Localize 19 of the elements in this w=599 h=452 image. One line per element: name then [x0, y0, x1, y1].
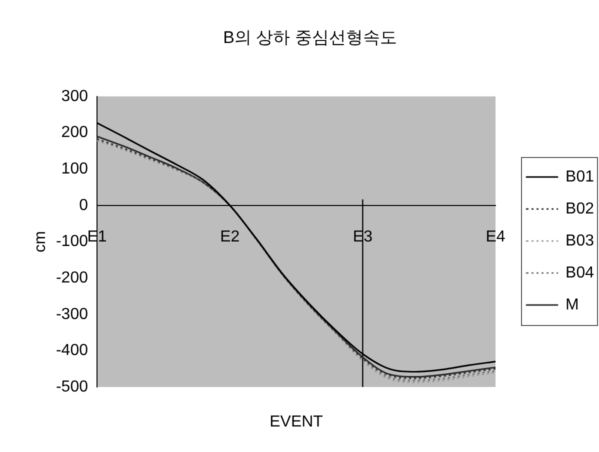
y-tick-label: -400 [56, 342, 88, 360]
y-tick-label: -500 [56, 378, 88, 396]
legend-label: B01 [566, 168, 594, 186]
y-tick-label: -100 [56, 233, 88, 250]
x-axis-title: EVENT [270, 413, 324, 430]
y-tick-label: -300 [56, 306, 88, 323]
legend-label: M [566, 296, 579, 314]
y-tick-label: 200 [61, 124, 88, 142]
y-tick-label: 0 [79, 196, 88, 214]
y-axis-title: cm [32, 231, 50, 252]
x-tick-label: E2 [220, 228, 240, 246]
legend-label: B04 [566, 264, 594, 282]
legend-label: B03 [566, 232, 594, 250]
y-tick-label: 100 [61, 160, 88, 178]
y-tick-label: -200 [56, 269, 88, 286]
chart-title: B의 상하 중심선형속도 [223, 28, 397, 47]
x-tick-label: E4 [486, 228, 506, 246]
legend-label: B02 [566, 200, 594, 218]
y-tick-label: 300 [61, 88, 88, 105]
